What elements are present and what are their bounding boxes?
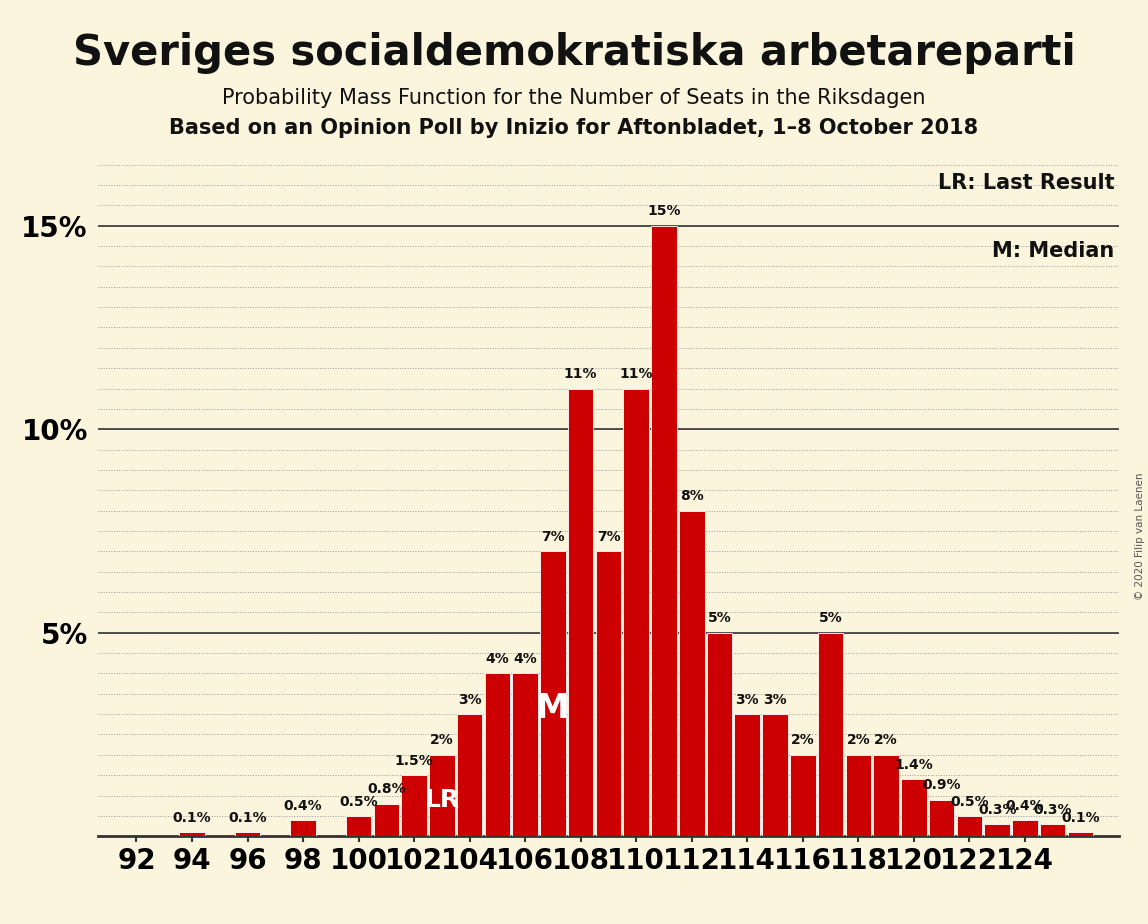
- Bar: [541, 552, 566, 836]
- Bar: [1068, 833, 1093, 836]
- Text: Sveriges socialdemokratiska arbetareparti: Sveriges socialdemokratiska arbetarepart…: [72, 32, 1076, 74]
- Text: 4%: 4%: [513, 652, 537, 666]
- Bar: [568, 388, 594, 836]
- Text: 4%: 4%: [486, 652, 510, 666]
- Text: Based on an Opinion Poll by Inizio for Aftonbladet, 1–8 October 2018: Based on an Opinion Poll by Inizio for A…: [170, 118, 978, 139]
- Text: 8%: 8%: [680, 490, 704, 504]
- Text: 0.3%: 0.3%: [978, 803, 1016, 817]
- Text: 5%: 5%: [819, 612, 843, 626]
- Text: 3%: 3%: [458, 693, 481, 707]
- Text: 0.8%: 0.8%: [367, 783, 405, 796]
- Bar: [1013, 820, 1038, 836]
- Text: 5%: 5%: [707, 612, 731, 626]
- Bar: [402, 775, 427, 836]
- Text: 11%: 11%: [620, 367, 653, 382]
- Text: © 2020 Filip van Laenen: © 2020 Filip van Laenen: [1135, 472, 1145, 600]
- Bar: [846, 755, 871, 836]
- Text: 1.4%: 1.4%: [894, 758, 933, 772]
- Text: 0.9%: 0.9%: [922, 778, 961, 792]
- Text: 0.1%: 0.1%: [172, 811, 211, 825]
- Bar: [790, 755, 815, 836]
- Bar: [1040, 824, 1065, 836]
- Text: 3%: 3%: [736, 693, 759, 707]
- Text: 11%: 11%: [564, 367, 597, 382]
- Bar: [596, 552, 621, 836]
- Bar: [707, 633, 732, 836]
- Bar: [234, 833, 261, 836]
- Bar: [651, 225, 676, 836]
- Text: 7%: 7%: [541, 530, 565, 544]
- Bar: [678, 511, 705, 836]
- Bar: [373, 804, 400, 836]
- Bar: [929, 799, 954, 836]
- Bar: [457, 714, 482, 836]
- Text: 0.1%: 0.1%: [1061, 811, 1100, 825]
- Text: 15%: 15%: [647, 204, 681, 218]
- Bar: [956, 816, 983, 836]
- Bar: [179, 833, 204, 836]
- Text: 0.5%: 0.5%: [951, 795, 988, 808]
- Bar: [874, 755, 899, 836]
- Bar: [984, 824, 1010, 836]
- Text: 0.4%: 0.4%: [284, 798, 323, 812]
- Text: 0.1%: 0.1%: [228, 811, 266, 825]
- Text: M: Median: M: Median: [992, 241, 1115, 261]
- Bar: [512, 674, 538, 836]
- Bar: [290, 820, 316, 836]
- Text: 0.5%: 0.5%: [340, 795, 378, 808]
- Bar: [735, 714, 760, 836]
- Text: 2%: 2%: [846, 734, 870, 748]
- Bar: [762, 714, 788, 836]
- Text: 7%: 7%: [597, 530, 620, 544]
- Bar: [817, 633, 844, 836]
- Text: Probability Mass Function for the Number of Seats in the Riksdagen: Probability Mass Function for the Number…: [223, 88, 925, 108]
- Bar: [429, 755, 455, 836]
- Text: 2%: 2%: [791, 734, 815, 748]
- Text: LR: Last Result: LR: Last Result: [938, 173, 1115, 193]
- Bar: [901, 779, 926, 836]
- Bar: [484, 674, 510, 836]
- Text: LR: LR: [425, 787, 459, 811]
- Text: 3%: 3%: [763, 693, 786, 707]
- Text: 1.5%: 1.5%: [395, 754, 434, 768]
- Text: M: M: [536, 691, 569, 724]
- Text: 2%: 2%: [875, 734, 898, 748]
- Text: 2%: 2%: [430, 734, 453, 748]
- Text: 0.3%: 0.3%: [1033, 803, 1072, 817]
- Bar: [623, 388, 649, 836]
- Text: 0.4%: 0.4%: [1006, 798, 1045, 812]
- Bar: [346, 816, 371, 836]
